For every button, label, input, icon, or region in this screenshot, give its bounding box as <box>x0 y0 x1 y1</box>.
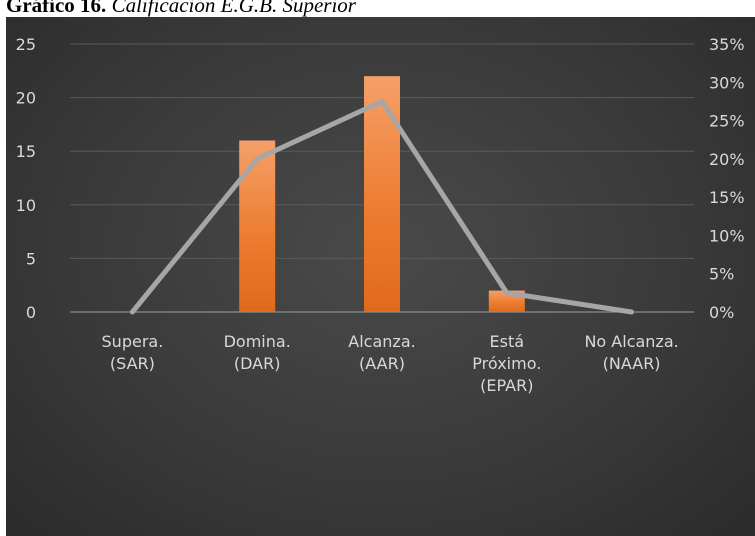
y-right-tick-label: 10% <box>709 226 745 245</box>
y-left-tick-label: 0 <box>26 303 36 322</box>
x-category-label: Alcanza. (AAR) <box>348 332 415 373</box>
y-right-tick-label: 5% <box>709 265 734 284</box>
y-left-tick-label: 20 <box>16 89 36 108</box>
y-right-tick-label: 30% <box>709 73 745 92</box>
y-left-tick-label: 10 <box>16 196 36 215</box>
x-category-label: Está Próximo. (EPAR) <box>472 332 541 395</box>
figure-caption: Gráfico 16. Calificación E.G.B. Superior <box>6 0 356 18</box>
y-left-tick-label: 5 <box>26 249 36 268</box>
caption-title: Calificación E.G.B. Superior <box>111 0 356 17</box>
x-category-label: No Alcanza. (NAAR) <box>584 332 678 373</box>
caption-label: Gráfico 16. <box>6 0 107 17</box>
y-right-tick-label: 0% <box>709 303 734 322</box>
x-category-label: Domina. (DAR) <box>224 332 291 373</box>
y-left-tick-label: 25 <box>16 35 36 54</box>
x-category-label: Supera. (SAR) <box>102 332 164 373</box>
chart-area: 0 5 10 15 20 25 0% 5% 10% 15% 20% 25% 30% 35% Supera.(… <box>6 17 755 536</box>
y-left-tick-label: 15 <box>16 142 36 161</box>
line-series <box>129 98 635 315</box>
bar <box>239 140 276 312</box>
y-right-tick-label: 35% <box>709 35 745 54</box>
y-right-tick-label: 20% <box>709 150 745 169</box>
y-right-tick-label: 25% <box>709 112 745 131</box>
combo-chart: 0 5 10 15 20 25 0% 5% 10% 15% 20% 25% 30% 35% Supera.(… <box>16 35 745 395</box>
bar <box>364 76 400 312</box>
y-right-tick-label: 15% <box>709 188 745 207</box>
